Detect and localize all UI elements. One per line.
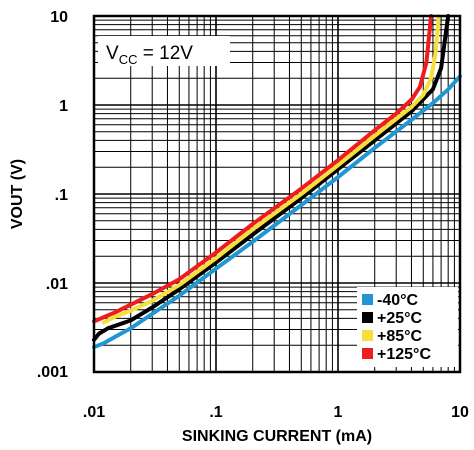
legend-swatch-2	[362, 330, 373, 341]
y-tick-label-0: .001	[37, 364, 68, 381]
legend-label-1: +25°C	[377, 310, 423, 327]
x-tick-label-3: 10	[451, 404, 469, 421]
vcc-annotation-box	[98, 36, 230, 66]
vcc-annotation: VCC = 12V	[98, 36, 230, 67]
plot-frame	[92, 14, 462, 374]
y-tick-label-2: .1	[55, 187, 68, 204]
x-tick-label-2: 1	[334, 404, 343, 421]
y-tick-label-1: .01	[46, 276, 68, 293]
vcc-annotation-text: VCC = 12V	[106, 43, 193, 67]
legend-label-3: +125°C	[377, 346, 431, 363]
legend-label-2: +85°C	[377, 328, 423, 345]
x-tick-label-0: .01	[83, 404, 105, 421]
series-layer	[92, 14, 462, 350]
legend-swatch-1	[362, 312, 373, 323]
x-axis-label: SINKING CURRENT (mA)	[182, 428, 372, 445]
series-line-1	[92, 14, 451, 342]
legend-label-0: -40°C	[377, 292, 419, 309]
series-line-3	[92, 14, 434, 324]
legend: -40°C+25°C+85°C+125°C	[357, 287, 458, 367]
y-tick-label-4: 10	[50, 9, 68, 26]
y-axis-label: VOUT (V)	[9, 159, 26, 229]
tick-labels: .01 .1 1 10 .001 .01 .1 1 10	[37, 9, 469, 421]
x-tick-label-1: .1	[209, 404, 222, 421]
y-tick-label-3: 1	[59, 98, 68, 115]
legend-box	[357, 287, 458, 367]
legend-swatch-3	[362, 348, 373, 359]
series-line-2	[101, 14, 441, 325]
legend-swatch-0	[362, 294, 373, 305]
series-line-0	[92, 74, 462, 350]
plot-border	[92, 14, 462, 374]
axis-labels: SINKING CURRENT (mA) VOUT (V)	[9, 159, 372, 445]
